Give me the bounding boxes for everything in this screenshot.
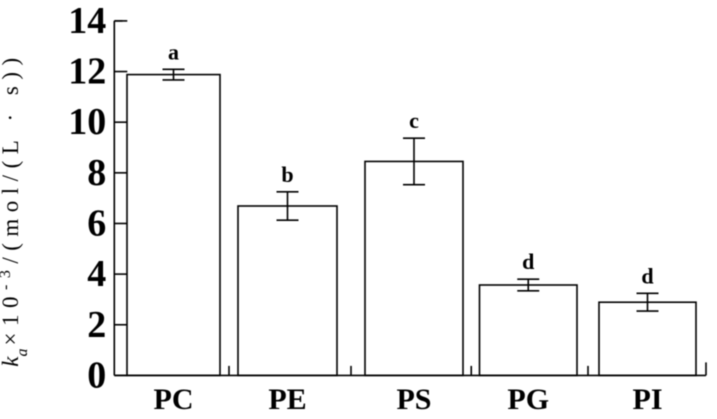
svg-text:PG: PG xyxy=(507,383,549,416)
svg-text:b: b xyxy=(281,162,293,187)
svg-text:a: a xyxy=(168,39,179,64)
svg-text:12: 12 xyxy=(68,51,106,93)
svg-text:0: 0 xyxy=(87,354,106,396)
svg-text:PE: PE xyxy=(268,383,306,416)
svg-text:8: 8 xyxy=(87,152,106,194)
svg-text:ka×10-3/(mol/(L · s)): ka×10-3/(mol/(L · s)) xyxy=(0,51,31,366)
svg-text:6: 6 xyxy=(87,202,106,244)
svg-text:10: 10 xyxy=(68,101,106,143)
svg-text:PC: PC xyxy=(154,383,194,416)
svg-text:c: c xyxy=(409,108,419,133)
svg-text:14: 14 xyxy=(68,0,106,42)
svg-text:d: d xyxy=(522,249,534,274)
svg-text:4: 4 xyxy=(87,253,106,295)
svg-text:PI: PI xyxy=(633,383,663,416)
svg-text:PS: PS xyxy=(396,383,431,416)
svg-text:d: d xyxy=(641,263,653,288)
svg-text:2: 2 xyxy=(87,304,106,346)
